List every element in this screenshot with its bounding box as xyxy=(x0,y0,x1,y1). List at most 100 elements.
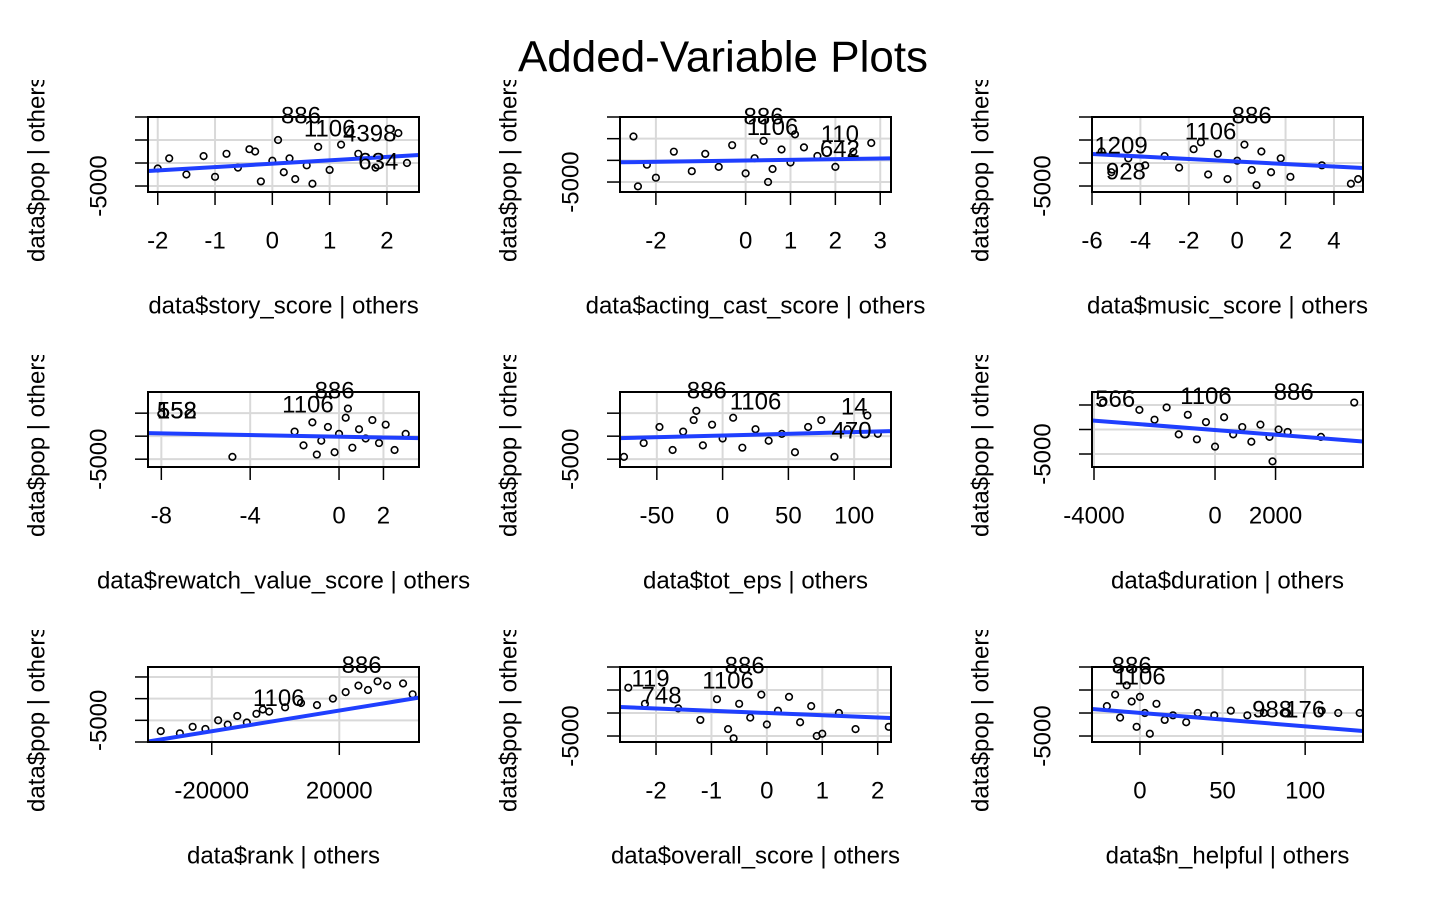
x-tick-label: -2 xyxy=(645,227,666,254)
point xyxy=(796,718,805,727)
point xyxy=(867,138,876,148)
plot-area xyxy=(1092,138,1363,190)
point xyxy=(165,154,174,163)
point xyxy=(728,141,737,150)
fit-line xyxy=(1092,418,1363,444)
plot-area xyxy=(148,129,419,188)
point xyxy=(1334,708,1343,718)
point-label: 642 xyxy=(820,136,860,163)
x-axis-label: data$story_score | others xyxy=(148,292,418,319)
x-tick-label: 0 xyxy=(1133,777,1146,804)
x-tick-label: 0 xyxy=(266,227,279,254)
point xyxy=(233,711,242,721)
plot-area xyxy=(620,130,891,191)
point-label: 158 xyxy=(157,398,197,425)
plot-area xyxy=(148,677,419,742)
y-axis-label: data$pop | others xyxy=(495,76,522,262)
y-tick-label: -5000 xyxy=(85,428,112,489)
point xyxy=(1122,681,1131,690)
point-label: 886 xyxy=(342,652,382,679)
point xyxy=(228,452,237,461)
point xyxy=(1162,403,1171,412)
point xyxy=(735,699,744,708)
point xyxy=(390,445,399,455)
point xyxy=(251,147,260,156)
point-label: 14 xyxy=(841,393,868,420)
point xyxy=(759,136,768,145)
x-tick-label: -4000 xyxy=(1063,502,1124,529)
point xyxy=(1268,457,1277,466)
point xyxy=(757,690,766,699)
plot-frame xyxy=(147,666,420,743)
x-tick-label: -6 xyxy=(1081,227,1102,254)
y-axis-label: data$pop | others xyxy=(495,351,522,537)
x-axis-label: data$rewatch_value_score | others xyxy=(97,567,470,594)
plot-area xyxy=(620,406,891,461)
point xyxy=(1111,690,1120,699)
y-tick-label: -5000 xyxy=(557,151,584,212)
point-label: 1106 xyxy=(1185,118,1237,145)
plot-frame xyxy=(147,391,420,468)
point xyxy=(701,149,710,158)
fit-line xyxy=(148,695,419,742)
point xyxy=(394,129,403,138)
x-axis-label: data$tot_eps | others xyxy=(643,567,868,594)
point-label: 928 xyxy=(1106,158,1146,185)
x-tick-label: -20000 xyxy=(174,777,249,804)
x-tick-label: -4 xyxy=(1130,227,1151,254)
point-label: 886 xyxy=(315,377,355,404)
point xyxy=(655,422,664,432)
point xyxy=(188,722,197,731)
point xyxy=(1107,168,1116,177)
point xyxy=(336,140,346,149)
y-tick-label: -5000 xyxy=(85,155,112,216)
point xyxy=(1213,149,1222,158)
point xyxy=(312,450,321,459)
y-label-clip: data$pop | others xyxy=(967,630,994,812)
point xyxy=(763,177,773,187)
point xyxy=(830,452,839,461)
point xyxy=(381,420,390,429)
point xyxy=(1226,706,1235,715)
point-label: 886 xyxy=(725,652,765,679)
y-label-clip: data$pop | others xyxy=(495,351,522,537)
point-label: 886 xyxy=(281,102,321,129)
y-label-clip: data$pop | others xyxy=(23,355,50,537)
point xyxy=(1150,415,1159,424)
point-label: 119 xyxy=(631,665,669,692)
x-tick-label: -50 xyxy=(639,502,674,529)
point xyxy=(1141,161,1150,170)
point xyxy=(1354,175,1363,184)
point xyxy=(383,681,392,690)
point xyxy=(807,702,816,711)
point-label: 1106 xyxy=(304,115,356,142)
point xyxy=(368,415,377,425)
point xyxy=(764,436,773,445)
point xyxy=(1317,706,1326,715)
point xyxy=(354,425,364,434)
point xyxy=(222,149,231,158)
point xyxy=(817,415,826,425)
x-tick-label: 20000 xyxy=(306,777,373,804)
point xyxy=(741,169,750,178)
point xyxy=(317,436,326,445)
point xyxy=(341,413,350,422)
point xyxy=(712,695,722,704)
point-label: 1106 xyxy=(730,389,782,416)
fit-line xyxy=(148,153,419,174)
point-label: 1106 xyxy=(747,114,799,141)
point xyxy=(1256,420,1265,429)
point xyxy=(1135,692,1145,702)
point xyxy=(790,448,800,457)
point xyxy=(1145,729,1154,738)
point xyxy=(1152,699,1161,708)
point-label: 886 xyxy=(1232,102,1272,129)
point xyxy=(1247,437,1256,446)
y-label-clip: data$pop | others xyxy=(23,630,50,812)
y-label-clip: data$pop | others xyxy=(23,80,50,262)
x-tick-label: 0 xyxy=(716,502,729,529)
point xyxy=(1346,179,1356,188)
